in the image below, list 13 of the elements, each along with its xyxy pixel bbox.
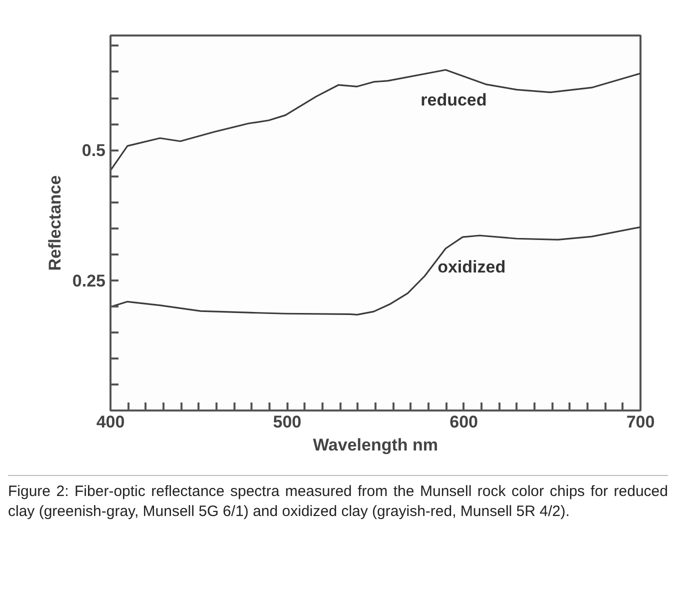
x-tick-label: 700 xyxy=(626,412,655,432)
y-axis-title: Reflectance xyxy=(45,175,64,271)
x-tick-label: 600 xyxy=(450,412,478,432)
line-series xyxy=(110,226,640,316)
line-series xyxy=(110,69,640,172)
series-label: oxidized xyxy=(438,258,506,277)
x-tick-label: 400 xyxy=(96,412,125,432)
x-axis-title: Wavelength nm xyxy=(313,436,438,454)
y-tick-label: 0.25 xyxy=(72,271,106,290)
series-label: reduced xyxy=(420,90,487,110)
caption: Figure 2: Fiber-optic reflectance spectra measured from the Munsell rock color chips for reduced clay (greenish-gray, Munsell 5G 6/1) and oxidized clay (grayish-red, Munsell 5R 4/2). xyxy=(8,482,668,521)
y-tick-label: 0.5 xyxy=(82,141,106,160)
x-tick-label: 500 xyxy=(272,412,302,432)
